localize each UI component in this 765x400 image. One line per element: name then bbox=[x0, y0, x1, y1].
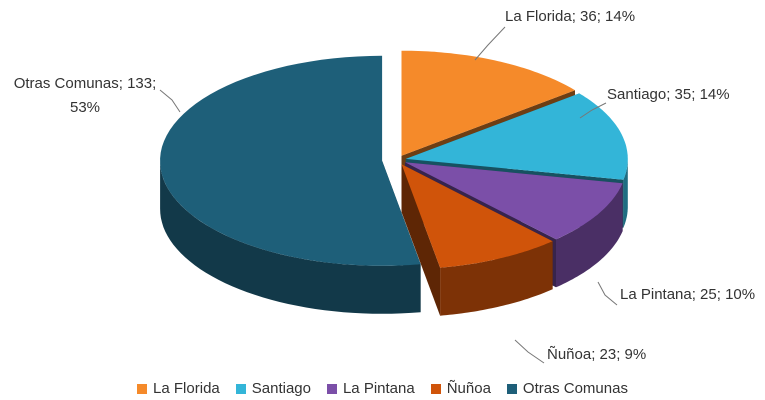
leader-line bbox=[579, 102, 607, 119]
legend-swatch bbox=[137, 383, 148, 394]
leader-line bbox=[159, 89, 181, 113]
data-label: Ñuñoa; 23; 9% bbox=[547, 346, 647, 363]
leader-line bbox=[597, 281, 618, 306]
legend-item: La Pintana bbox=[326, 380, 415, 397]
legend-label: La Florida bbox=[153, 380, 220, 397]
data-label: La Pintana; 25; 10% bbox=[620, 286, 756, 303]
legend: La Florida Santiago La Pintana Ñuñoa Otras C… bbox=[0, 380, 765, 397]
legend-item: Otras Comunas bbox=[506, 380, 628, 397]
data-label: La Florida; 36; 14% bbox=[505, 8, 636, 25]
data-label: Santiago; 35; 14% bbox=[607, 86, 730, 103]
legend-swatch bbox=[326, 383, 337, 394]
legend-label: Santiago bbox=[251, 380, 311, 397]
legend-label: La Pintana bbox=[342, 380, 415, 397]
slice-wall bbox=[160, 160, 421, 314]
legend-swatch bbox=[430, 383, 441, 394]
slice bbox=[405, 93, 628, 180]
slice-wall bbox=[440, 241, 553, 316]
legend-item: Santiago bbox=[235, 380, 311, 397]
legend-label: Otras Comunas bbox=[522, 380, 628, 397]
leader-line bbox=[514, 339, 545, 364]
slice-wall bbox=[623, 158, 628, 228]
leader-line bbox=[474, 26, 506, 61]
slice bbox=[401, 164, 553, 268]
slice bbox=[160, 55, 421, 266]
slice bbox=[401, 50, 575, 156]
legend-item: La Florida bbox=[137, 380, 220, 397]
data-label: Otras Comunas; 133; 53% bbox=[13, 75, 157, 116]
legend-item: Ñuñoa bbox=[430, 380, 491, 397]
legend-swatch bbox=[506, 383, 517, 394]
slice bbox=[405, 162, 623, 240]
legend-label: Ñuñoa bbox=[446, 380, 491, 397]
slice-side bbox=[401, 164, 441, 316]
slice-wall bbox=[556, 183, 623, 288]
legend-swatch bbox=[235, 383, 246, 394]
